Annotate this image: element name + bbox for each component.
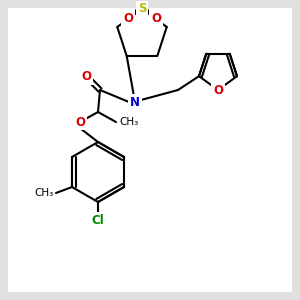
Text: O: O (123, 11, 133, 25)
Text: S: S (138, 2, 146, 16)
FancyBboxPatch shape (8, 8, 292, 292)
Text: O: O (151, 11, 161, 25)
Text: Cl: Cl (92, 214, 104, 226)
Text: O: O (81, 70, 91, 83)
Text: N: N (130, 95, 140, 109)
Text: O: O (213, 83, 223, 97)
Text: CH₃: CH₃ (119, 117, 138, 127)
Text: CH₃: CH₃ (35, 188, 54, 198)
Text: O: O (75, 116, 85, 128)
